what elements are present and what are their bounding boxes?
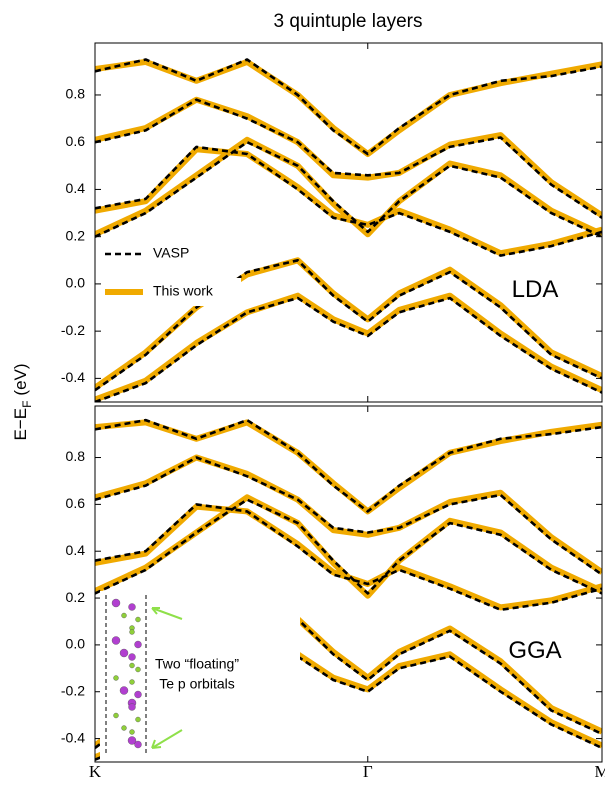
- y-tick-label: -0.4: [61, 369, 85, 385]
- atom: [130, 630, 135, 635]
- y-tick-label: 0.4: [66, 180, 86, 196]
- legend-label: VASP: [153, 245, 189, 261]
- x-tick-label: M: [594, 762, 605, 780]
- atom: [130, 680, 135, 685]
- atom: [130, 730, 135, 735]
- y-tick-label: -0.2: [61, 322, 85, 338]
- y-tick-label: 0.6: [66, 133, 86, 149]
- y-tick-label: 0.0: [66, 275, 86, 291]
- atom: [120, 687, 128, 695]
- atom: [130, 663, 135, 668]
- y-tick-label: 0.0: [66, 636, 86, 652]
- x-tick-label: K: [89, 762, 102, 780]
- y-tick-label: -0.4: [61, 729, 85, 745]
- y-axis-label: E−EF (eV): [11, 363, 34, 440]
- atom: [129, 654, 136, 661]
- atom: [129, 604, 136, 611]
- band-line: [95, 458, 602, 575]
- atom: [136, 617, 141, 622]
- band-line: [95, 147, 602, 256]
- atom: [135, 641, 142, 648]
- atom: [136, 667, 141, 672]
- panel: [95, 60, 602, 403]
- atom: [135, 691, 142, 698]
- band-line: [95, 149, 602, 253]
- atom: [112, 599, 120, 607]
- y-tick-label: 0.8: [66, 86, 86, 102]
- y-tick-label: -0.2: [61, 682, 85, 698]
- atom: [120, 649, 128, 657]
- chart-title: 3 quintuple layers: [274, 11, 423, 32]
- legend-label: This work: [153, 283, 214, 299]
- y-label-unit: (eV): [11, 363, 30, 395]
- y-tick-label: 0.2: [66, 227, 86, 243]
- y-tick-label: 0.2: [66, 589, 86, 605]
- y-tick-label: 0.6: [66, 495, 86, 511]
- atom: [112, 637, 120, 645]
- y-tick-label: 0.4: [66, 542, 86, 558]
- panel-label: LDA: [512, 276, 559, 303]
- atom: [135, 741, 142, 748]
- panel-label: GGA: [508, 637, 561, 664]
- atom: [129, 704, 136, 711]
- inset-text: Two “floating”: [155, 656, 239, 672]
- y-tick-label: 0.8: [66, 448, 86, 464]
- band-line: [95, 296, 602, 400]
- x-tick-label: Γ: [363, 762, 373, 780]
- band-line: [95, 458, 602, 573]
- atom: [136, 717, 141, 722]
- atom: [122, 726, 127, 731]
- atom: [122, 613, 127, 618]
- y-label-main: E−E: [11, 408, 30, 441]
- band-line: [95, 100, 602, 216]
- atom: [114, 713, 119, 718]
- inset-text: Te p orbitals: [159, 676, 234, 692]
- chart: 3 quintuple layers E−EF (eV) -0.4 -0.2 0.0 0…: [0, 0, 605, 780]
- y-label-sub: F: [20, 401, 34, 408]
- atom: [114, 676, 119, 681]
